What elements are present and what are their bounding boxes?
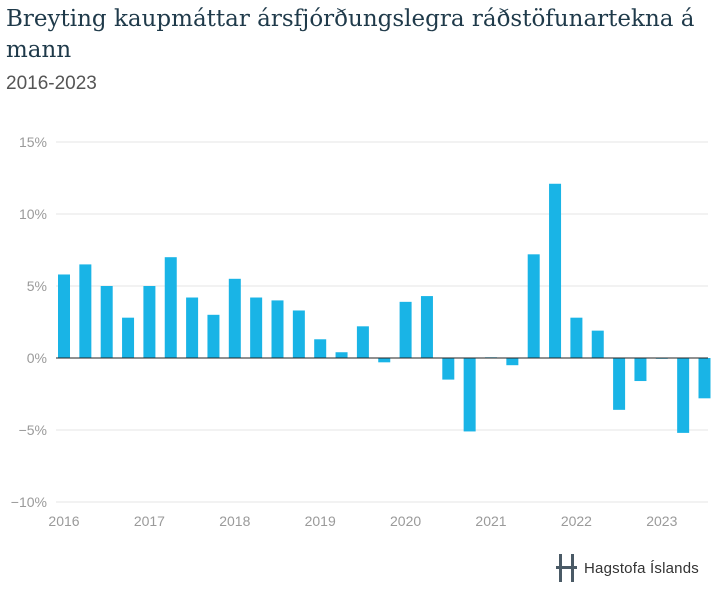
bar <box>570 317 583 358</box>
x-tick-label: 2021 <box>475 513 506 529</box>
bar-chart: 15%10%5%0%−5%−10% 2016 2017 2018 2019 2020 20… <box>11 134 711 529</box>
bar <box>79 264 92 358</box>
x-axis-ticks: 2016 2017 2018 2019 2020 2021 2022 2023 <box>48 513 677 529</box>
bar <box>100 286 113 358</box>
bar <box>549 183 562 358</box>
bar <box>58 274 70 358</box>
bar <box>164 257 177 358</box>
bar <box>399 301 412 358</box>
bar <box>378 358 391 363</box>
y-axis-ticks: 15% 10% 5% 0% −5% −10% <box>11 134 47 510</box>
bar <box>634 358 647 382</box>
bar <box>292 310 305 358</box>
hagstofa-logo-icon <box>556 554 577 582</box>
bar <box>271 300 284 358</box>
bar <box>143 286 156 358</box>
bar <box>698 358 711 399</box>
bar <box>506 358 519 366</box>
bar <box>228 278 241 358</box>
bars <box>58 183 711 433</box>
grid-lines <box>56 141 708 503</box>
bar <box>207 314 220 358</box>
bar <box>314 339 327 358</box>
bar <box>420 296 433 358</box>
bar <box>613 358 626 410</box>
y-tick-label: 10% <box>19 206 47 222</box>
chart-subtitle: 2016-2023 <box>6 73 97 94</box>
y-tick-label: 5% <box>27 278 47 294</box>
bar <box>122 317 135 358</box>
bar <box>250 297 263 358</box>
bar <box>677 358 690 433</box>
y-tick-label: −10% <box>11 494 47 510</box>
y-tick-label: 0% <box>27 350 47 366</box>
x-tick-label: 2018 <box>219 513 250 529</box>
x-tick-label: 2023 <box>646 513 677 529</box>
x-tick-label: 2019 <box>305 513 336 529</box>
y-tick-label: −5% <box>19 422 47 438</box>
chart-title: Breyting kaupmáttar ársfjórðungslegra rá… <box>6 6 695 63</box>
brand-name: Hagstofa Íslands <box>584 559 699 577</box>
bar <box>335 352 348 358</box>
brand-logo: Hagstofa Íslands <box>556 552 699 584</box>
bar <box>527 254 540 358</box>
bar <box>186 297 199 358</box>
bar <box>463 358 476 432</box>
x-tick-label: 2020 <box>390 513 421 529</box>
x-tick-label: 2017 <box>134 513 165 529</box>
x-tick-label: 2022 <box>561 513 592 529</box>
bar <box>591 330 604 358</box>
bar <box>356 326 369 358</box>
bar <box>442 358 455 380</box>
y-tick-label: 15% <box>19 134 47 150</box>
x-tick-label: 2016 <box>48 513 79 529</box>
